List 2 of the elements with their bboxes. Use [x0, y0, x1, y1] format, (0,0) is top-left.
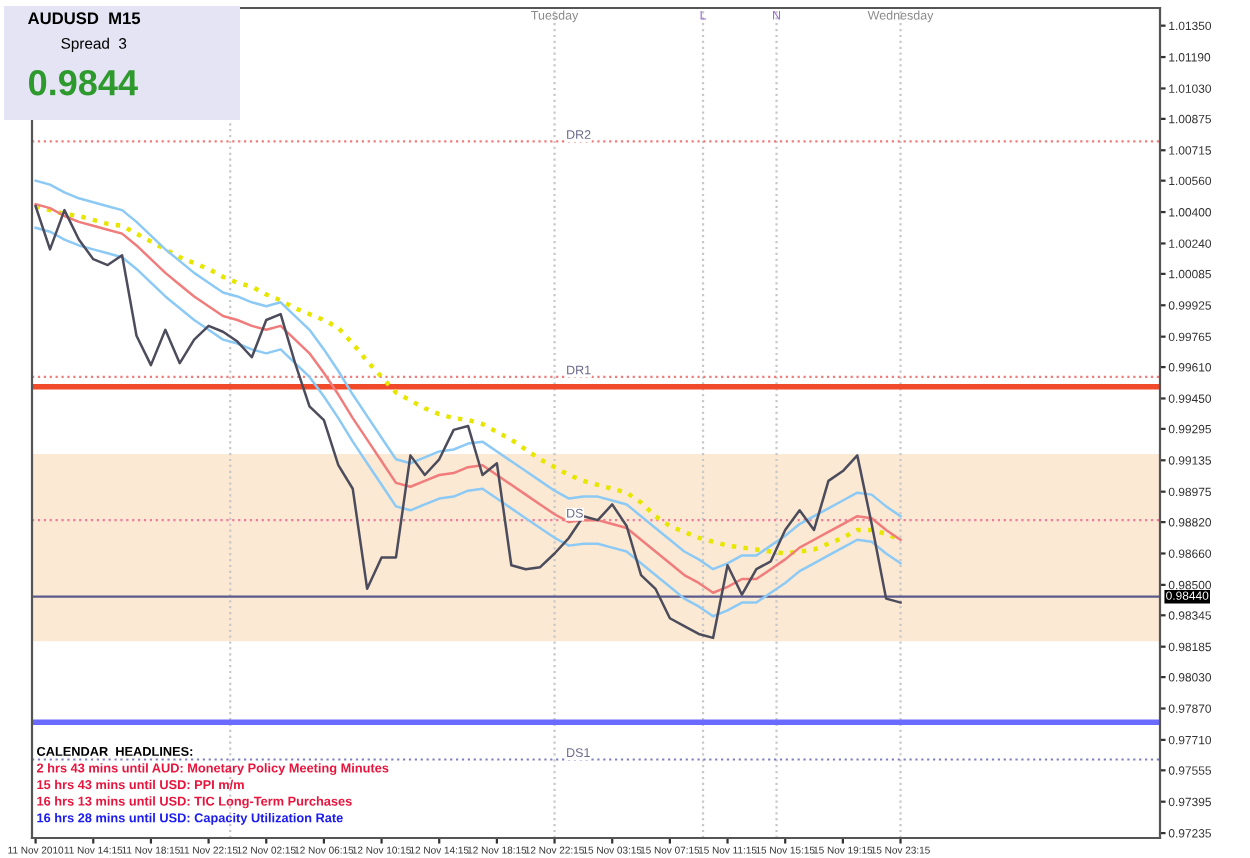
annotation: 0.9844 [29, 69, 138, 96]
chart-title: AUDUSD M15 [28, 12, 141, 25]
